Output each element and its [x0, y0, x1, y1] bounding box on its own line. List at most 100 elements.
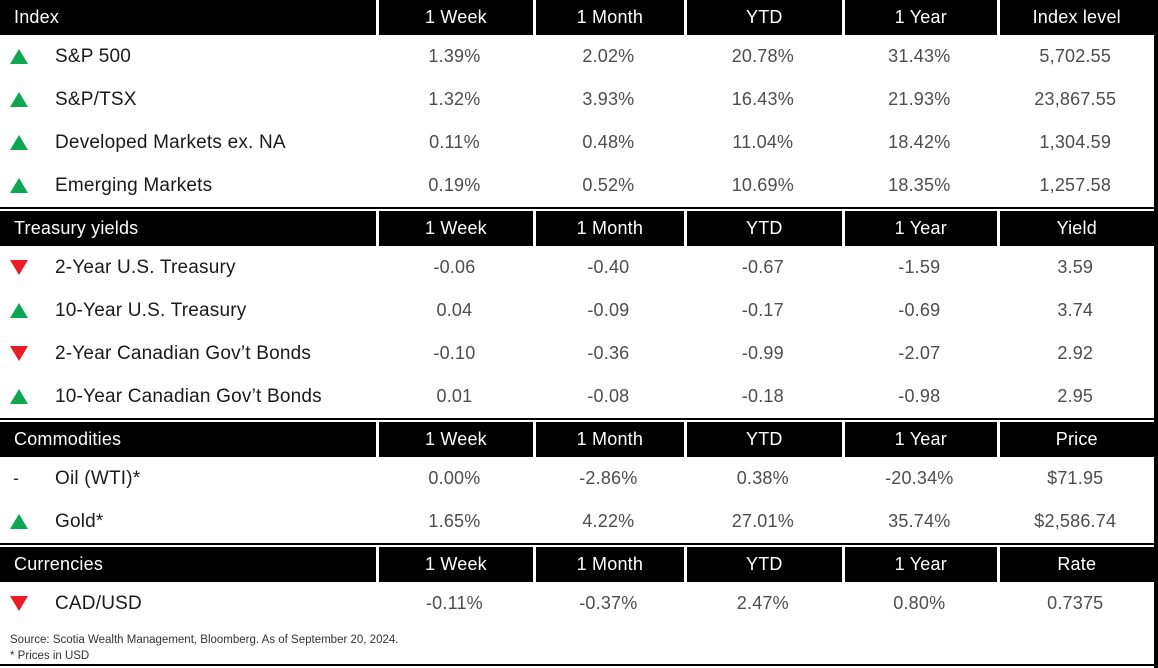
table-row: CAD/USD -0.11% -0.37% 2.47% 0.80% 0.7375: [0, 582, 1154, 625]
value-cell: -0.40: [587, 257, 630, 277]
down-triangle-icon: [10, 596, 30, 611]
value-cell: 31.43%: [888, 46, 951, 66]
header-cell: 1 Week: [375, 422, 534, 457]
value-cell: 0.38%: [736, 468, 789, 488]
row-label-cell: 10-Year U.S. Treasury: [0, 300, 376, 322]
value-cell: -20.34%: [885, 468, 954, 488]
down-triangle-icon: [10, 346, 30, 361]
row-label-cell: - Oil (WTI)*: [0, 468, 376, 490]
triangle-shape: [10, 178, 28, 193]
value-cell: 3.74: [1057, 300, 1094, 320]
row-label-cell: S&P 500: [0, 46, 376, 68]
triangle-shape: [10, 514, 28, 529]
value-cell: -1.59: [898, 257, 941, 277]
value-cell: -0.17: [741, 300, 784, 320]
value-cell: 3.59: [1057, 257, 1094, 277]
value-cell: -0.18: [741, 386, 784, 406]
row-label-cell: Developed Markets ex. NA: [0, 132, 376, 154]
triangle-shape: [10, 135, 28, 150]
header-cell: Rate: [996, 547, 1154, 582]
value-cell: $2,586.74: [1034, 511, 1117, 531]
header-cell: 1 Year: [842, 547, 997, 582]
row-label: S&P/TSX: [55, 88, 137, 110]
value-cell: 3.93%: [582, 89, 635, 109]
value-cell: 1.32%: [428, 89, 481, 109]
value-cell: 0.04: [436, 300, 473, 320]
header-cell: YTD: [683, 211, 843, 246]
header-cell: 1 Month: [533, 0, 684, 35]
value-cell: -2.07: [898, 343, 941, 363]
value-cell: 2.47%: [736, 593, 789, 613]
value-cell: -0.06: [433, 257, 476, 277]
value-cell: 2.92: [1057, 343, 1094, 363]
value-cell: 16.43%: [731, 89, 794, 109]
header-cell: Treasury yields: [0, 211, 376, 246]
header-cell: 1 Week: [375, 547, 534, 582]
row-label-cell: 10-Year Canadian Gov’t Bonds: [0, 386, 376, 408]
table-sections: Index 1 Week 1 Month YTD 1 Year Index level S&…: [0, 0, 1154, 625]
value-cell: -0.67: [741, 257, 784, 277]
header-cell: Price: [996, 422, 1154, 457]
up-triangle-icon: [10, 389, 30, 404]
section-header-bar: Index 1 Week 1 Month YTD 1 Year Index level: [0, 0, 1154, 35]
triangle-shape: [10, 596, 28, 611]
up-triangle-icon: [10, 303, 30, 318]
value-cell: 23,867.55: [1034, 89, 1117, 109]
value-cell: 21.93%: [888, 89, 951, 109]
up-triangle-icon: [10, 514, 30, 529]
triangle-shape: [10, 389, 28, 404]
value-cell: 2.95: [1057, 386, 1094, 406]
row-label: 10-Year U.S. Treasury: [55, 299, 247, 321]
up-triangle-icon: [10, 49, 30, 64]
value-cell: 0.00%: [428, 468, 481, 488]
header-cell: 1 Year: [842, 211, 997, 246]
row-label-cell: Gold*: [0, 511, 376, 533]
header-cell: Commodities: [0, 422, 376, 457]
value-cell: -0.37%: [579, 593, 638, 613]
value-cell: 18.42%: [888, 132, 951, 152]
flat-dash-icon: -: [10, 469, 30, 487]
value-cell: -0.09: [587, 300, 630, 320]
up-triangle-icon: [10, 92, 30, 107]
header-cell: 1 Year: [842, 0, 997, 35]
table-row: S&P 500 1.39% 2.02% 20.78% 31.43% 5,702.55: [0, 35, 1154, 78]
value-cell: 5,702.55: [1039, 46, 1112, 66]
source-note: Source: Scotia Wealth Management, Bloomb…: [10, 634, 399, 646]
table-row: S&P/TSX 1.32% 3.93% 16.43% 21.93% 23,867.55: [0, 78, 1154, 121]
value-cell: 0.52%: [582, 175, 635, 195]
table-row: - Oil (WTI)* 0.00% -2.86% 0.38% -20.34% $71.95: [0, 457, 1154, 500]
section-commodities: Commodities 1 Week 1 Month YTD 1 Year Price - O…: [0, 418, 1154, 543]
header-cell: YTD: [683, 422, 843, 457]
value-cell: -0.08: [587, 386, 630, 406]
value-cell: 0.48%: [582, 132, 635, 152]
value-cell: 1.39%: [428, 46, 481, 66]
value-cell: 1,304.59: [1039, 132, 1112, 152]
value-cell: 1.65%: [428, 511, 481, 531]
up-triangle-icon: [10, 178, 30, 193]
value-cell: 1,257.58: [1039, 175, 1112, 195]
section-header-bar: Currencies 1 Week 1 Month YTD 1 Year Rate: [0, 547, 1154, 582]
up-triangle-icon: [10, 135, 30, 150]
value-cell: 18.35%: [888, 175, 951, 195]
table-row: 10-Year U.S. Treasury 0.04 -0.09 -0.17 -0.69…: [0, 289, 1154, 332]
table-row: 10-Year Canadian Gov’t Bonds 0.01 -0.08 -0.…: [0, 375, 1154, 418]
row-label: Emerging Markets: [55, 174, 213, 196]
value-cell: 35.74%: [888, 511, 951, 531]
value-cell: 10.69%: [731, 175, 794, 195]
row-label: 2-Year Canadian Gov’t Bonds: [55, 342, 312, 364]
value-cell: 27.01%: [731, 511, 794, 531]
triangle-shape: [10, 49, 28, 64]
header-cell: 1 Week: [375, 211, 534, 246]
section-currencies: Currencies 1 Week 1 Month YTD 1 Year Rate CAD/…: [0, 543, 1154, 625]
table-row: Developed Markets ex. NA 0.11% 0.48% 11.04%…: [0, 121, 1154, 164]
header-cell: Currencies: [0, 547, 376, 582]
down-triangle-icon: [10, 260, 30, 275]
value-cell: -0.10: [433, 343, 476, 363]
section-index: Index 1 Week 1 Month YTD 1 Year Index level S&…: [0, 0, 1154, 207]
value-cell: 0.7375: [1047, 593, 1104, 613]
value-cell: -0.11%: [425, 593, 483, 613]
value-cell: 0.80%: [893, 593, 946, 613]
triangle-shape: [10, 303, 28, 318]
header-cell: Yield: [996, 211, 1154, 246]
